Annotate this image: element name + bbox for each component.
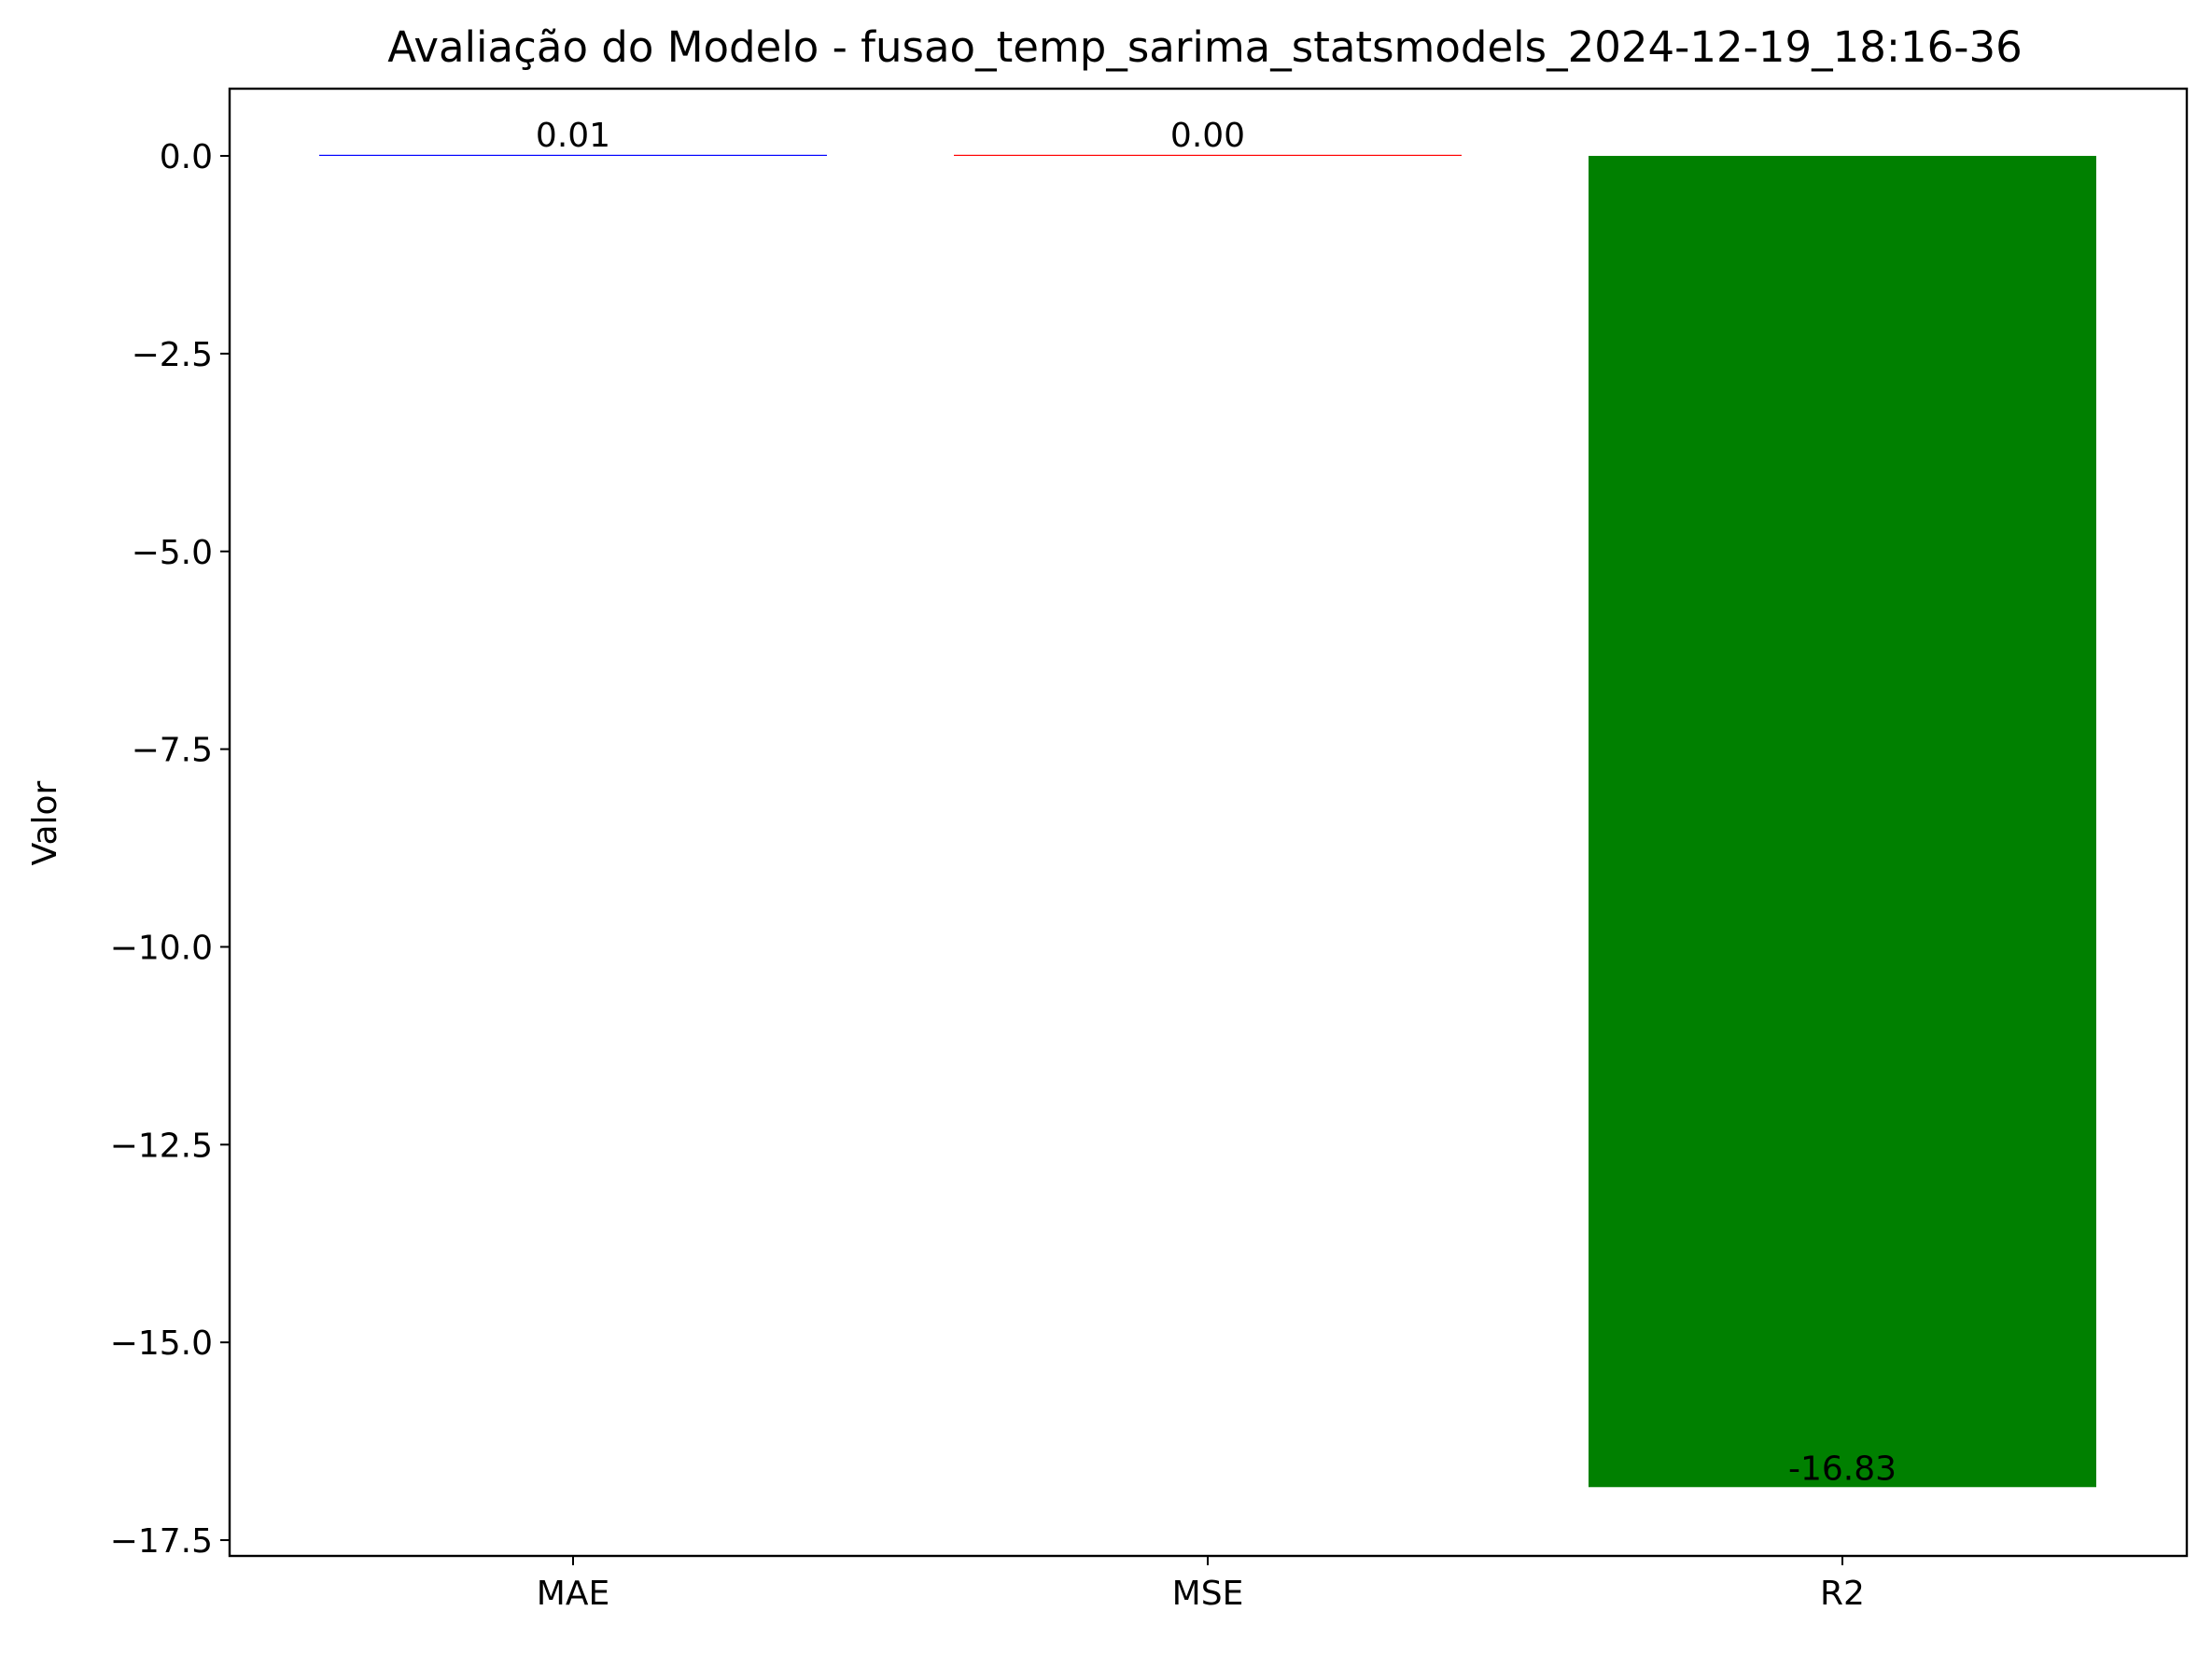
value-label-mse: 0.00	[1170, 117, 1245, 155]
chart-title: Avaliação do Modelo - fusao_temp_sarima_…	[387, 22, 2023, 72]
bar-mae	[319, 154, 827, 157]
plot-frame	[228, 87, 2189, 1558]
y-tick-label-6: −15.0	[110, 1324, 213, 1363]
x-tick-label-mae: MAE	[537, 1575, 609, 1613]
plot-area: 0.01 MAE 0.00 MSE -16.83 R2 0.0 −2.5 −5.0 −7.5 −10…	[110, 87, 2189, 1613]
y-tick-label-0: 0.0	[160, 138, 213, 176]
x-tick-label-mse: MSE	[1172, 1575, 1244, 1613]
x-tick-label-r2: R2	[1820, 1575, 1865, 1613]
y-tick-label-7: −17.5	[110, 1522, 213, 1561]
value-label-mae: 0.01	[536, 117, 610, 155]
bar-r2	[1589, 156, 2096, 1488]
y-axis-label: Valor	[26, 780, 64, 865]
y-tick-label-3: −7.5	[132, 732, 213, 770]
y-tick-label-2: −5.0	[132, 534, 213, 572]
value-label-r2: -16.83	[1788, 1450, 1897, 1488]
bar-mse	[954, 154, 1462, 157]
y-tick-label-1: −2.5	[132, 336, 213, 374]
y-tick-label-4: −10.0	[110, 929, 213, 967]
y-tick-label-5: −12.5	[110, 1127, 213, 1165]
